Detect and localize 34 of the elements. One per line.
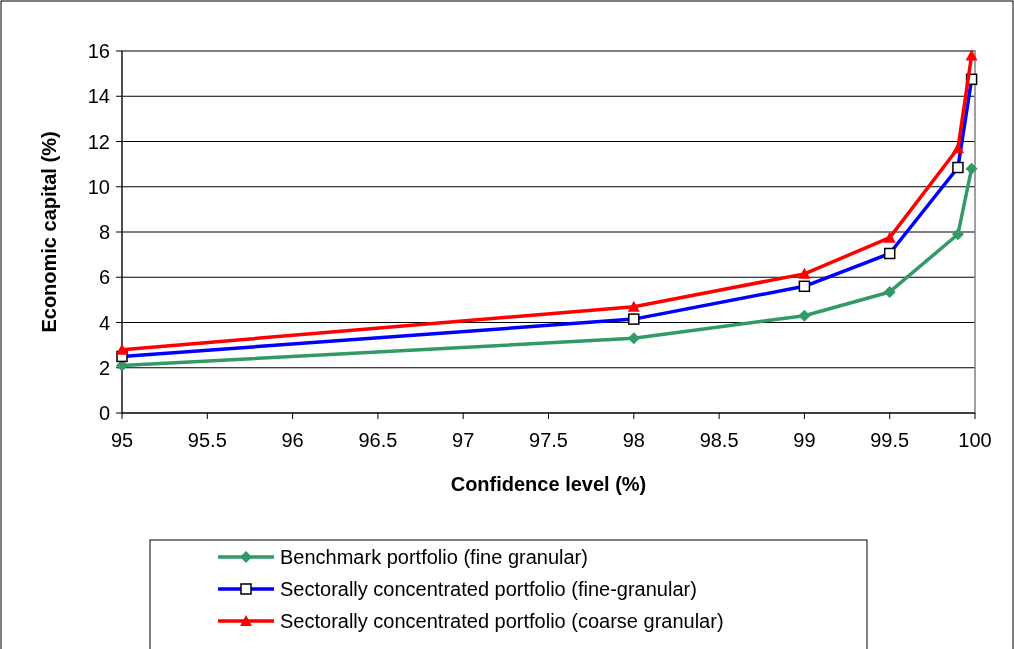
point — [965, 162, 978, 175]
legend-label: Benchmark portfolio (fine granular) — [280, 546, 588, 568]
x-tick-label: 99 — [793, 429, 816, 451]
y-tick-label: 14 — [87, 85, 110, 108]
y-tick-label: 16 — [87, 40, 110, 62]
y-axis-title: Economic capital (%) — [38, 131, 60, 333]
x-tick-label: 96.5 — [358, 429, 398, 451]
point — [627, 300, 640, 312]
legend-label: Sectorally concentrated portfolio (fine-granular) — [280, 578, 697, 600]
x-tick-label: 95.5 — [187, 429, 227, 451]
y-tick-label: 0 — [98, 402, 110, 424]
x-tick-label: 95 — [110, 429, 134, 451]
point — [883, 231, 896, 243]
y-tick-label: 2 — [98, 356, 110, 379]
x-tick-label: 96 — [281, 429, 304, 451]
x-axis-title: Confidence level (%) — [450, 473, 647, 495]
point — [116, 343, 128, 355]
point — [951, 228, 964, 241]
y-tick-label: 8 — [98, 221, 110, 243]
x-tick-label: 100 — [958, 429, 992, 451]
point — [798, 309, 811, 322]
x-tick-label: 97.5 — [529, 429, 568, 451]
x-tick-label: 99.5 — [870, 429, 910, 451]
y-tick-label: 6 — [98, 266, 110, 289]
point — [798, 267, 811, 279]
y-tick-label: 10 — [87, 175, 110, 198]
y-tick-label: 4 — [98, 311, 110, 334]
point — [965, 49, 978, 61]
x-tick-label: 98.5 — [699, 429, 739, 451]
x-tick-label: 98 — [622, 429, 645, 451]
y-tick-label: 12 — [87, 130, 110, 153]
x-tick-label: 97 — [452, 429, 475, 451]
point — [883, 285, 896, 298]
legend-label: Sectorally concentrated portfolio (coarse granular) — [280, 610, 724, 632]
